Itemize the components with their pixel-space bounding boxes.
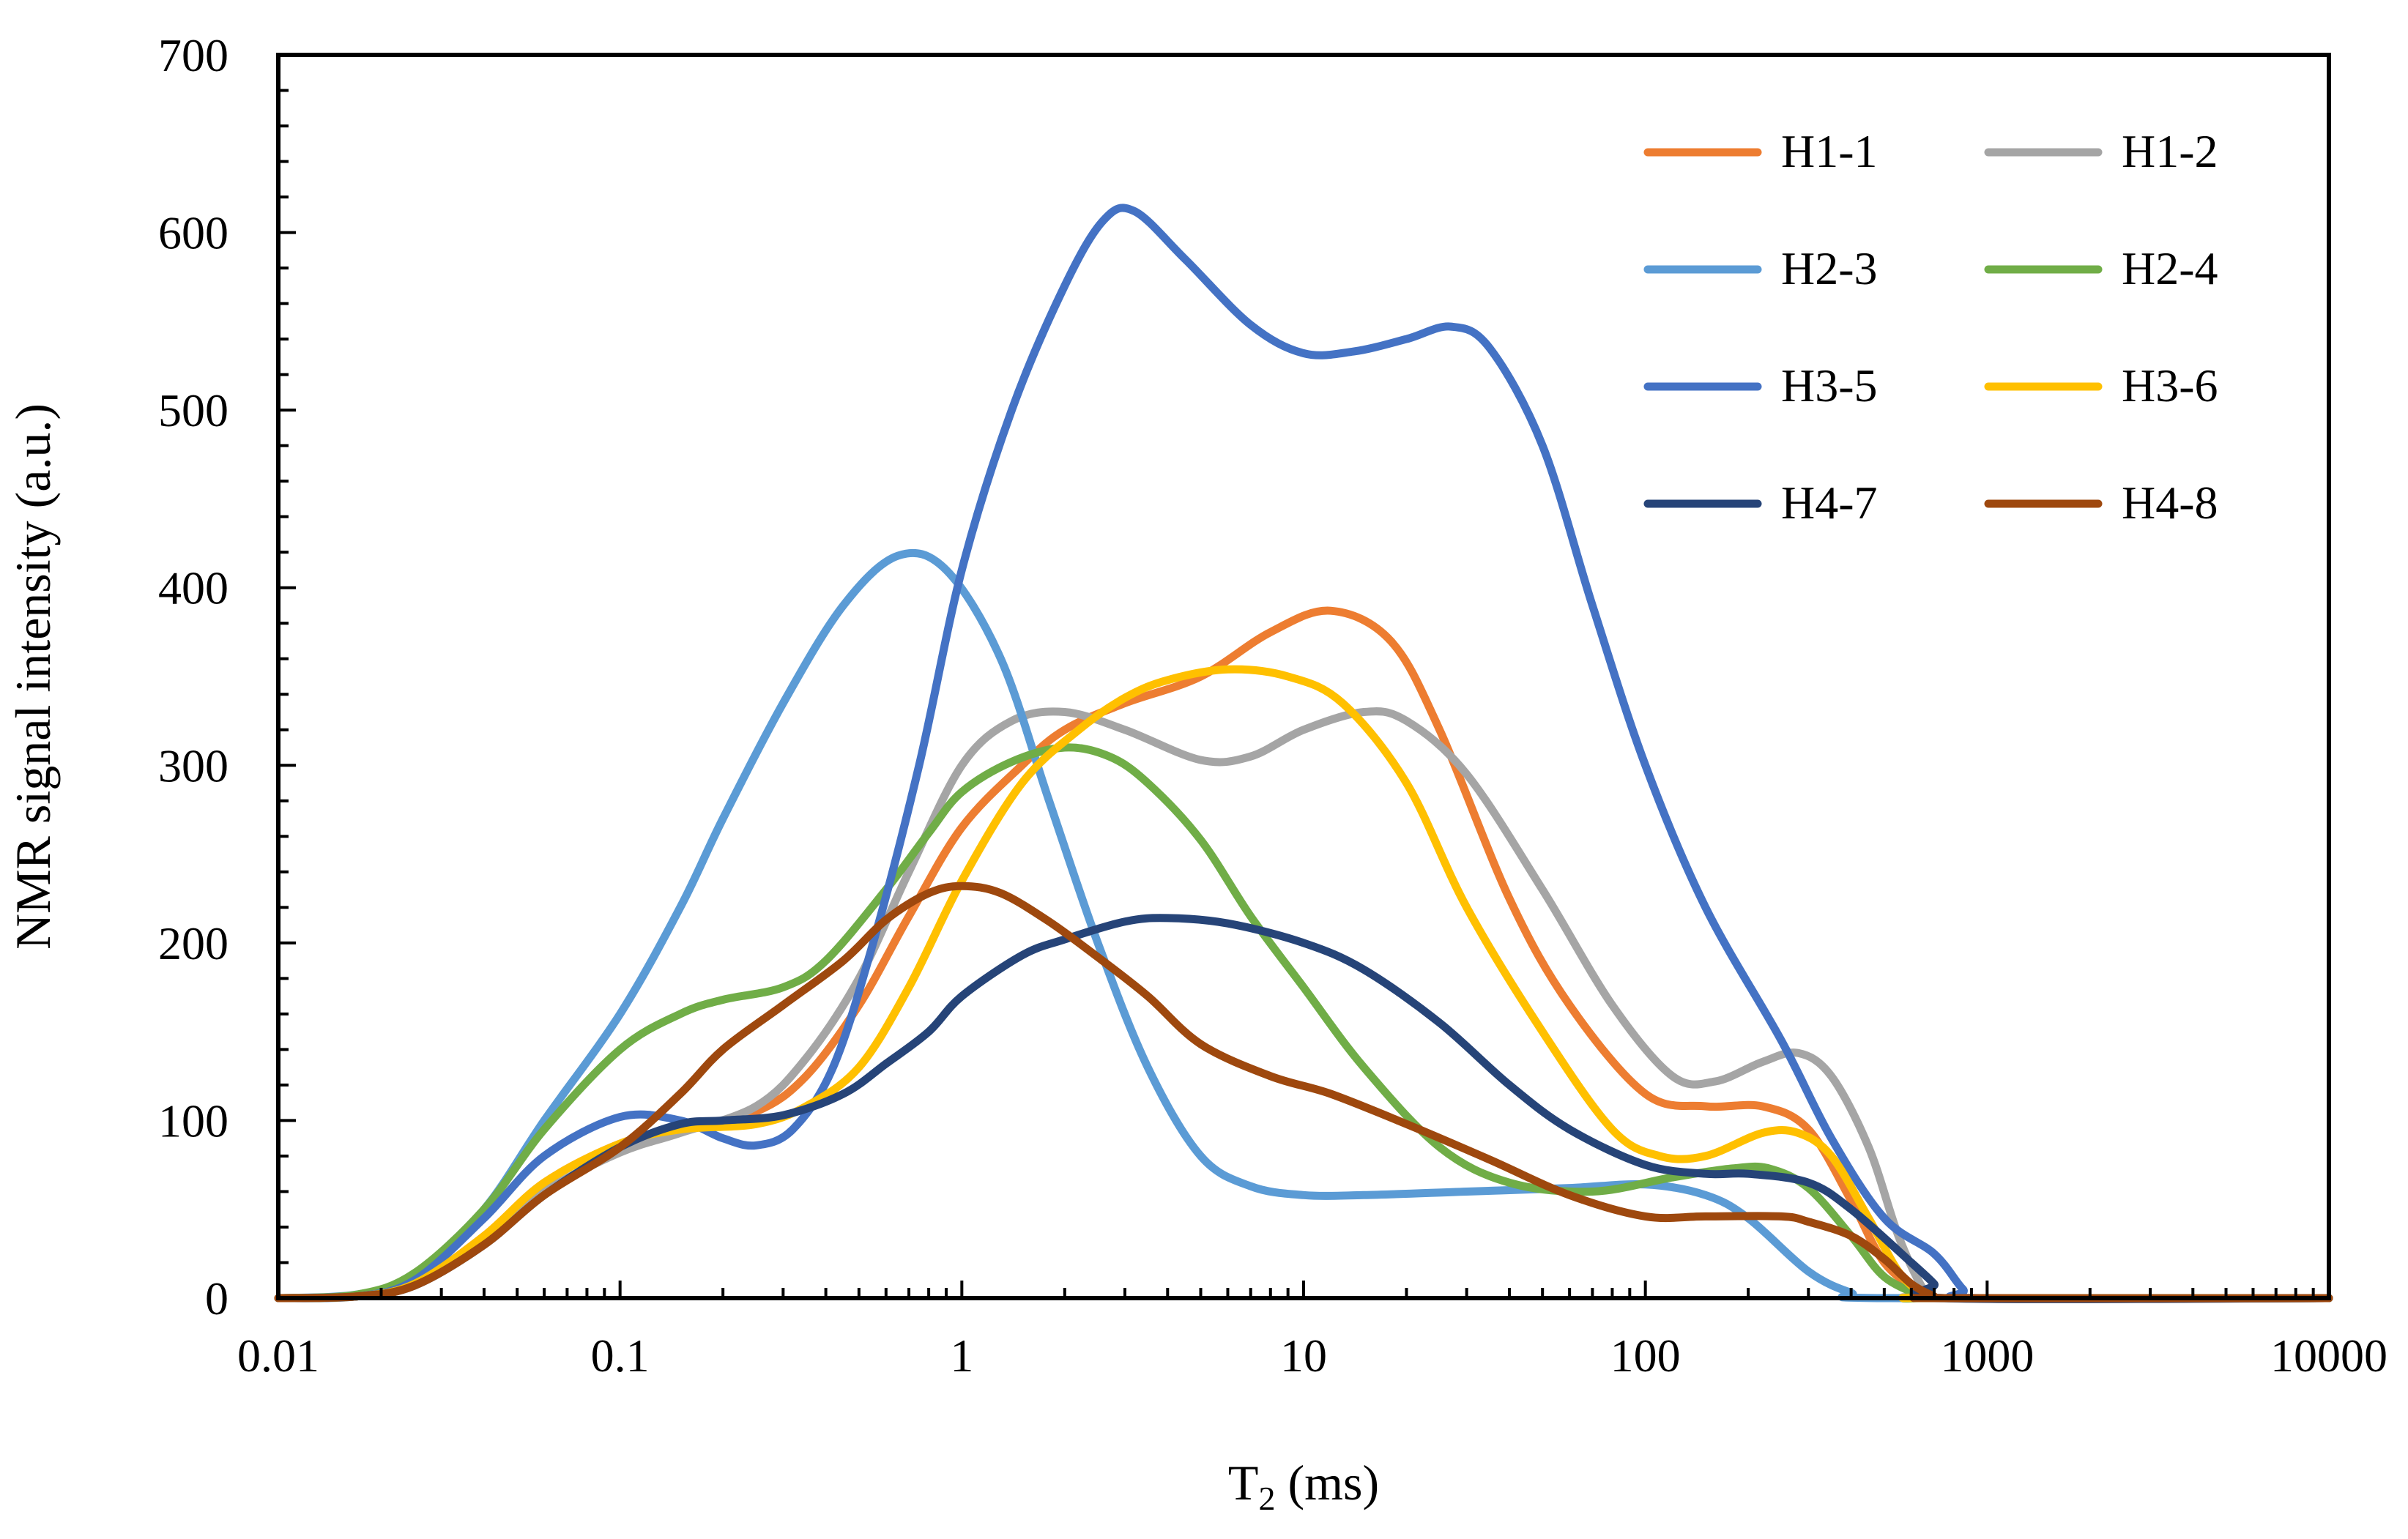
- series-line-h4-8: [274, 882, 2333, 1303]
- y-tick-label: 600: [158, 207, 228, 259]
- legend-label: H1-1: [1781, 125, 1878, 177]
- series-layer: [274, 204, 2333, 1303]
- legend-item-h2-3: H2-3: [1643, 242, 1878, 294]
- x-tick-label: 1000: [1940, 1330, 2034, 1382]
- y-tick-label: 400: [158, 562, 228, 614]
- legend-label: H3-6: [2122, 359, 2218, 411]
- y-tick-label: 700: [158, 29, 228, 81]
- legend-item-h4-7: H4-7: [1643, 477, 1878, 529]
- x-tick-label: 1: [950, 1330, 973, 1382]
- legend-item-h3-5: H3-5: [1643, 359, 1878, 411]
- x-tick-label: 10000: [2270, 1330, 2387, 1382]
- series-line-h4-7: [274, 914, 2333, 1303]
- legend-item-h2-4: H2-4: [1984, 242, 2218, 294]
- ticks-layer: 0.01 0.1 1 10 100 1000 10000 0 100 200 300 400 500 60…: [158, 29, 2387, 1382]
- x-axis-title-main: T: [1228, 1455, 1259, 1510]
- y-tick-label: 500: [158, 384, 228, 436]
- y-tick-label: 300: [158, 739, 228, 791]
- legend-label: H4-7: [1781, 477, 1878, 529]
- legend-item-h3-6: H3-6: [1984, 359, 2218, 411]
- legend: H1-1 H1-2 H2-3 H2-4 H3-5 H3-6 H4-7 H4-8: [1643, 125, 2218, 529]
- legend-item-h1-2: H1-2: [1984, 125, 2218, 177]
- x-tick-label: 100: [1610, 1330, 1681, 1382]
- legend-label: H2-3: [1781, 242, 1878, 294]
- y-tick-label: 200: [158, 917, 228, 969]
- x-tick-label: 0.1: [591, 1330, 650, 1382]
- x-tick-label: 10: [1280, 1330, 1327, 1382]
- legend-label: H3-5: [1781, 359, 1878, 411]
- y-tick-label: 0: [205, 1272, 228, 1324]
- legend-label: H4-8: [2122, 477, 2218, 529]
- legend-item-h4-8: H4-8: [1984, 477, 2218, 529]
- y-axis-title: NMR signal intensity (a.u.): [5, 403, 61, 950]
- series-line-h3-5: [274, 204, 2333, 1303]
- series-line-h2-3: [274, 548, 2333, 1303]
- legend-label: H2-4: [2122, 242, 2218, 294]
- plot-frame: [276, 53, 2331, 1300]
- x-axis-title: T2 (ms): [1228, 1455, 1379, 1517]
- x-tick-label: 0.01: [237, 1330, 319, 1382]
- series-line-h2-4: [274, 743, 2333, 1303]
- x-axis-title-subscript: 2: [1258, 1480, 1275, 1517]
- legend-label: H1-2: [2122, 125, 2218, 177]
- series-line-h1-2: [274, 707, 2333, 1303]
- y-tick-label: 100: [158, 1095, 228, 1147]
- x-axis-title-unit: (ms): [1275, 1455, 1379, 1510]
- legend-item-h1-1: H1-1: [1643, 125, 1878, 177]
